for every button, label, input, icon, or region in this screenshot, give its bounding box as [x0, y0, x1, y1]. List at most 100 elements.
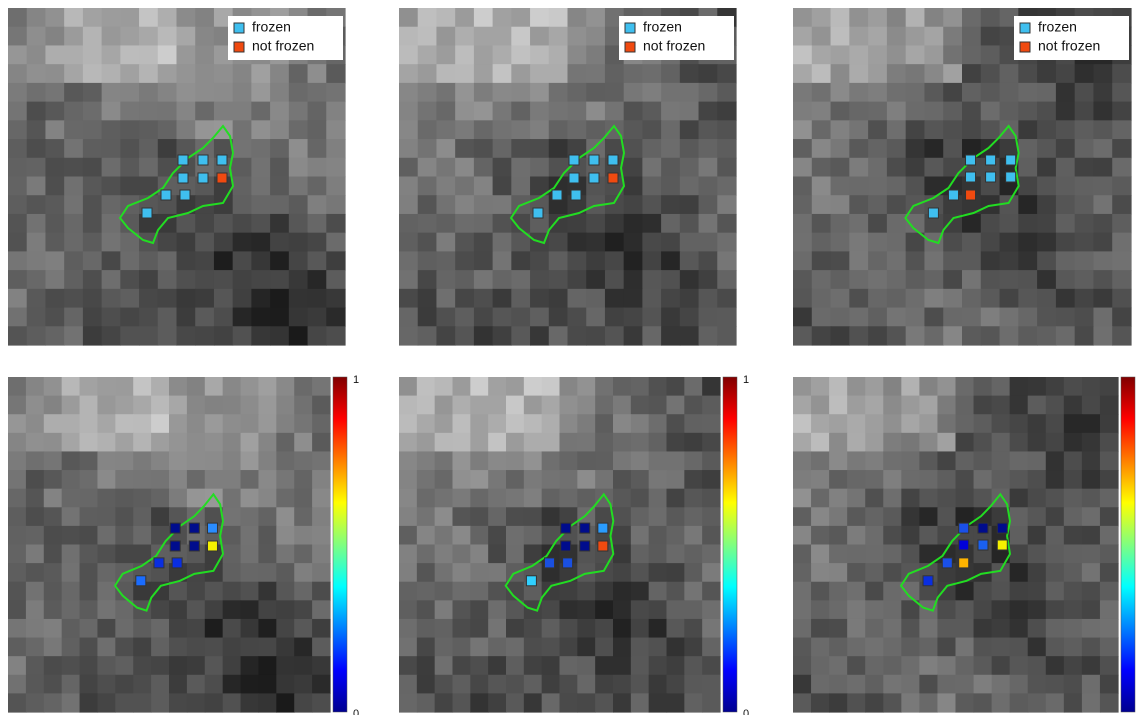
pixel: [1018, 120, 1037, 139]
pixel: [233, 139, 252, 158]
pixel: [1100, 507, 1119, 526]
pixel: [811, 656, 830, 675]
pixel: [1093, 120, 1112, 139]
pixel: [80, 619, 98, 638]
pixel: [831, 64, 850, 83]
pixel: [80, 600, 98, 619]
pixel: [435, 489, 453, 508]
pixel: [115, 693, 133, 712]
pixel: [1028, 582, 1047, 601]
pixel: [974, 619, 993, 638]
pixel: [120, 158, 139, 177]
pixel: [849, 195, 868, 214]
pixel: [308, 83, 327, 102]
pixel: [868, 83, 887, 102]
pixel: [849, 139, 868, 158]
pixel: [649, 414, 667, 433]
pixel: [699, 308, 718, 327]
pixel: [241, 489, 259, 508]
pixel: [258, 675, 276, 694]
pixel: [133, 470, 151, 489]
pixel: [1100, 377, 1119, 396]
pixel: [294, 563, 312, 582]
pixel: [1075, 233, 1094, 252]
pixel: [613, 414, 631, 433]
pixel: [956, 619, 975, 638]
pixel: [27, 83, 46, 102]
pixel: [642, 251, 661, 270]
pixel: [595, 693, 613, 712]
pixel: [1028, 396, 1047, 415]
pixel: [577, 470, 595, 489]
pixel: [943, 289, 962, 308]
pixel: [595, 600, 613, 619]
pixel: [702, 396, 720, 415]
pixel: [680, 251, 699, 270]
pixel: [455, 289, 474, 308]
pixel: [1010, 638, 1029, 657]
pixel: [399, 656, 417, 675]
pixel: [642, 233, 661, 252]
pixel: [289, 83, 308, 102]
pixel: [493, 251, 512, 270]
pixel: [962, 102, 981, 121]
pixel: [308, 251, 327, 270]
pixel: [493, 326, 512, 345]
pixel: [937, 433, 956, 452]
pixel: [326, 64, 345, 83]
pixel: [1064, 396, 1083, 415]
pixel: [702, 619, 720, 638]
pixel: [1000, 251, 1019, 270]
pixel: [26, 451, 44, 470]
pixel: [120, 102, 139, 121]
pixel: [223, 489, 241, 508]
pixel: [901, 433, 920, 452]
marker: [178, 155, 188, 165]
pixel: [436, 214, 455, 233]
pixel: [169, 470, 187, 489]
pixel: [45, 326, 64, 345]
pixel: [849, 64, 868, 83]
pixel: [624, 270, 643, 289]
pixel: [1046, 526, 1065, 545]
pixel: [453, 675, 471, 694]
pixel: [811, 414, 830, 433]
pixel: [865, 433, 884, 452]
pixel: [97, 619, 115, 638]
pixel: [436, 139, 455, 158]
pixel: [919, 451, 938, 470]
pixel: [542, 675, 560, 694]
legend-swatch: [234, 42, 244, 52]
pixel: [919, 414, 938, 433]
pixel: [1064, 582, 1083, 601]
pixel: [151, 451, 169, 470]
pixel: [435, 582, 453, 601]
pixel: [631, 545, 649, 564]
pixel: [974, 582, 993, 601]
marker: [978, 523, 988, 533]
pixel: [294, 675, 312, 694]
pixel: [992, 693, 1011, 712]
pixel: [399, 545, 417, 564]
pixel: [542, 470, 560, 489]
pixel: [919, 526, 938, 545]
pixel: [847, 563, 866, 582]
pixel: [399, 470, 417, 489]
pixel: [924, 83, 943, 102]
pixel: [924, 120, 943, 139]
pixel: [312, 526, 330, 545]
pixel: [811, 638, 830, 657]
pixel: [793, 251, 812, 270]
pixel: [474, 158, 493, 177]
pixel: [1046, 396, 1065, 415]
pixel: [8, 64, 27, 83]
pixel: [524, 675, 542, 694]
pixel: [937, 638, 956, 657]
pixel: [474, 64, 493, 83]
pixel: [223, 526, 241, 545]
pixel: [811, 489, 830, 508]
pixel: [883, 470, 902, 489]
pixel: [233, 177, 252, 196]
pixel: [97, 675, 115, 694]
pixel: [97, 507, 115, 526]
